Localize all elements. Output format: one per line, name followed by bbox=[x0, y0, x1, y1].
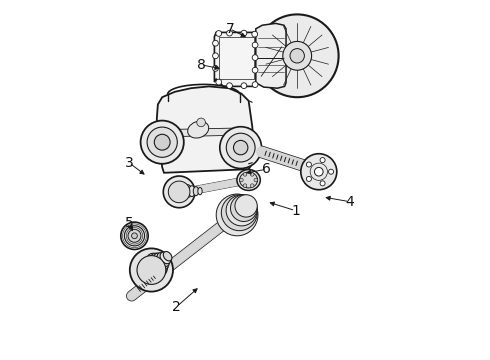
Circle shape bbox=[290, 49, 304, 63]
Circle shape bbox=[154, 134, 170, 150]
Circle shape bbox=[197, 118, 205, 127]
Circle shape bbox=[213, 40, 219, 46]
Polygon shape bbox=[256, 23, 286, 88]
Polygon shape bbox=[157, 86, 254, 173]
Ellipse shape bbox=[184, 185, 192, 198]
Text: 6: 6 bbox=[262, 162, 271, 176]
Ellipse shape bbox=[179, 184, 188, 199]
Circle shape bbox=[301, 154, 337, 190]
Polygon shape bbox=[164, 128, 248, 137]
Circle shape bbox=[121, 222, 148, 249]
Circle shape bbox=[130, 248, 173, 292]
Ellipse shape bbox=[153, 253, 169, 270]
Ellipse shape bbox=[193, 186, 198, 196]
Text: 1: 1 bbox=[291, 204, 300, 217]
Circle shape bbox=[283, 41, 312, 70]
Text: 2: 2 bbox=[172, 300, 181, 314]
Text: 7: 7 bbox=[225, 22, 234, 36]
Circle shape bbox=[226, 195, 257, 226]
Circle shape bbox=[132, 233, 137, 239]
Ellipse shape bbox=[150, 253, 168, 273]
Circle shape bbox=[230, 195, 257, 221]
Circle shape bbox=[254, 178, 258, 182]
Circle shape bbox=[227, 30, 232, 36]
Circle shape bbox=[137, 256, 166, 284]
Circle shape bbox=[241, 83, 247, 89]
Ellipse shape bbox=[237, 170, 260, 190]
Circle shape bbox=[315, 167, 323, 176]
Circle shape bbox=[241, 30, 247, 36]
Circle shape bbox=[306, 162, 312, 167]
Ellipse shape bbox=[160, 252, 171, 264]
Circle shape bbox=[320, 158, 325, 163]
Ellipse shape bbox=[198, 188, 202, 195]
Text: 3: 3 bbox=[125, 156, 133, 170]
Circle shape bbox=[252, 42, 258, 48]
Circle shape bbox=[124, 226, 145, 246]
Ellipse shape bbox=[189, 186, 195, 197]
Circle shape bbox=[128, 229, 141, 242]
Circle shape bbox=[306, 176, 312, 181]
Circle shape bbox=[216, 79, 221, 85]
Circle shape bbox=[216, 194, 258, 236]
Circle shape bbox=[256, 14, 339, 97]
Text: 8: 8 bbox=[196, 58, 205, 72]
Ellipse shape bbox=[163, 252, 172, 261]
Ellipse shape bbox=[240, 172, 258, 188]
Ellipse shape bbox=[157, 253, 170, 266]
Circle shape bbox=[141, 121, 184, 164]
Circle shape bbox=[252, 55, 258, 60]
Circle shape bbox=[169, 181, 190, 203]
Circle shape bbox=[216, 31, 221, 36]
Circle shape bbox=[250, 172, 254, 176]
Circle shape bbox=[213, 66, 219, 71]
Circle shape bbox=[147, 127, 177, 157]
Ellipse shape bbox=[147, 253, 167, 276]
Circle shape bbox=[221, 195, 257, 231]
Circle shape bbox=[235, 195, 257, 217]
Polygon shape bbox=[215, 32, 258, 86]
Circle shape bbox=[252, 31, 258, 37]
Circle shape bbox=[320, 181, 325, 186]
Circle shape bbox=[328, 169, 334, 174]
Circle shape bbox=[252, 82, 258, 87]
Circle shape bbox=[213, 53, 219, 59]
Circle shape bbox=[252, 67, 258, 73]
Circle shape bbox=[243, 184, 247, 188]
Text: 5: 5 bbox=[125, 216, 133, 230]
Circle shape bbox=[227, 83, 232, 89]
Circle shape bbox=[233, 140, 248, 155]
Circle shape bbox=[226, 133, 255, 162]
Text: 4: 4 bbox=[345, 195, 354, 208]
Ellipse shape bbox=[188, 121, 209, 138]
Circle shape bbox=[220, 127, 262, 168]
Circle shape bbox=[240, 178, 243, 182]
Circle shape bbox=[243, 172, 247, 176]
Circle shape bbox=[250, 184, 254, 188]
Circle shape bbox=[163, 176, 195, 208]
